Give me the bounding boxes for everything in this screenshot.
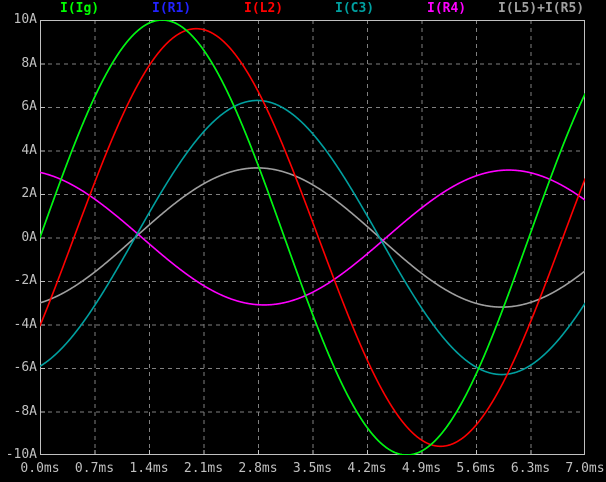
y-tick-label: 0A — [21, 229, 37, 245]
trace-i-l5-i-r5[interactable] — [40, 167, 585, 308]
trace-i-ig[interactable] — [40, 20, 585, 455]
plot-area[interactable] — [40, 20, 585, 455]
x-tick-label: 6.3ms — [510, 461, 551, 476]
legend-item-i-r4[interactable]: I(R4) — [427, 1, 467, 16]
x-tick-label: 1.4ms — [129, 461, 169, 476]
x-tick-label: 5.6ms — [456, 461, 496, 476]
x-tick-label: 0.0ms — [20, 461, 60, 476]
y-tick-label: 2A — [21, 186, 37, 201]
y-tick-label: 8A — [21, 55, 37, 71]
x-tick-label: 2.1ms — [183, 461, 224, 476]
y-tick-label: 10A — [13, 12, 37, 27]
x-tick-label: 7.0ms — [565, 461, 605, 476]
y-tick-label: -10A — [5, 447, 37, 462]
legend-item-i-l5-i-r5[interactable]: I(L5)+I(R5) — [498, 1, 585, 16]
y-tick-label: -4A — [13, 316, 37, 332]
x-tick-label: 3.5ms — [292, 461, 333, 476]
legend-item-i-ig[interactable]: I(Ig) — [60, 1, 100, 16]
y-tick-label: -2A — [13, 273, 37, 288]
trace-i-c3[interactable] — [40, 99, 585, 376]
x-tick-label: 4.9ms — [401, 461, 442, 476]
y-tick-label: 4A — [21, 142, 37, 158]
legend-item-i-r1[interactable]: I(R1) — [152, 1, 192, 16]
trace-i-l2[interactable] — [40, 27, 585, 448]
legend-item-i-c3[interactable]: I(C3) — [335, 1, 375, 16]
x-tick-label: 4.2ms — [347, 461, 387, 476]
y-tick-label: -8A — [13, 403, 37, 419]
x-tick-label: 2.8ms — [238, 461, 278, 476]
waveform-canvas[interactable] — [40, 20, 585, 455]
legend: I(Ig) I(R1) I(L2) I(C3) I(R4) I(L5)+I(R5) — [0, 0, 606, 18]
x-tick-label: 0.7ms — [74, 461, 115, 476]
trace-i-r4[interactable] — [40, 169, 585, 306]
y-tick-label: -6A — [13, 360, 37, 375]
y-axis-labels: 10A 8A 6A 4A 2A 0A -2A -4A -6A -8A -10A — [0, 0, 37, 482]
legend-item-i-l2[interactable]: I(L2) — [244, 1, 284, 16]
y-tick-label: 6A — [21, 99, 37, 114]
